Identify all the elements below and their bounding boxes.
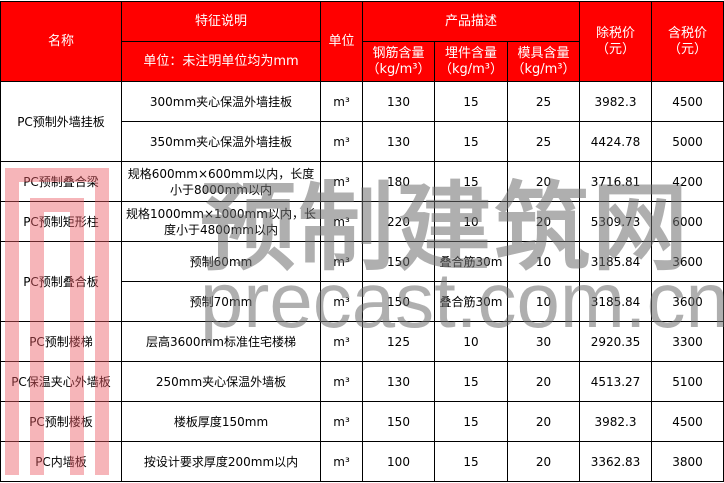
unit-cell: m³ xyxy=(320,161,363,202)
price-inc-cell: 3600 xyxy=(651,281,724,322)
embed-cell: 10 xyxy=(434,201,508,242)
steel-cell: 220 xyxy=(362,201,435,242)
mold-cell: 25 xyxy=(507,121,580,162)
price-inc-cell: 6000 xyxy=(651,201,724,242)
price-inc-cell: 5100 xyxy=(651,361,724,402)
table-row: PC预制外墙挂板 300mm夹心保温外墙挂板 m³ 130 15 25 3982.3 4500 xyxy=(0,81,724,162)
name-cell: PC预制楼梯 xyxy=(0,321,122,362)
embed-cell: 15 xyxy=(434,161,508,202)
price-inc-cell: 4500 xyxy=(651,81,724,122)
price-inc-cell: 3600 xyxy=(651,241,724,282)
price-inc-cell: 3300 xyxy=(651,321,724,362)
price-ex-cell: 3982.3 xyxy=(579,401,652,442)
spec-cell: 300mm夹心保温外墙挂板 xyxy=(121,81,321,122)
mold-cell: 20 xyxy=(507,441,580,482)
unit-cell: m³ xyxy=(320,81,363,122)
price-inc-cell: 4500 xyxy=(651,401,724,442)
steel-cell: 150 xyxy=(362,401,435,442)
header-price-ex: 除税价（元） xyxy=(579,1,652,82)
table-row: PC预制楼梯 层高3600mm标准住宅楼梯 m³ 125 10 30 2920.35 3300 xyxy=(0,321,724,362)
mold-cell: 20 xyxy=(507,161,580,202)
embed-cell: 15 xyxy=(434,401,508,442)
spec-cell: 楼板厚度150mm xyxy=(121,401,321,442)
spec-cell: 规格600mm×600mm以内，长度小于8000mm以内 xyxy=(121,161,321,202)
name-cell: PC预制矩形柱 xyxy=(0,201,122,242)
header-price-inc: 含税价（元） xyxy=(651,1,724,82)
price-ex-cell: 5309.73 xyxy=(579,201,652,242)
unit-cell: m³ xyxy=(320,281,363,322)
header-name: 名称 xyxy=(0,1,122,82)
table-row: PC预制楼板 楼板厚度150mm m³ 150 15 20 3982.3 4500 xyxy=(0,401,724,442)
mold-cell: 10 xyxy=(507,241,580,282)
header-steel: 钢筋含量（kg/m³） xyxy=(362,41,435,82)
unit-cell: m³ xyxy=(320,241,363,282)
name-cell: PC预制楼板 xyxy=(0,401,122,442)
header-embed: 埋件含量（kg/m³） xyxy=(434,41,508,82)
unit-cell: m³ xyxy=(320,401,363,442)
steel-cell: 125 xyxy=(362,321,435,362)
unit-cell: m³ xyxy=(320,121,363,162)
price-ex-cell: 3185.84 xyxy=(579,241,652,282)
spec-cell: 350mm夹心保温外墙挂板 xyxy=(121,121,321,162)
spec-cell: 层高3600mm标准住宅楼梯 xyxy=(121,321,321,362)
table-row: PC预制叠合板 预制60mm m³ 150 叠合筋30m 10 3185.84 3600 xyxy=(0,241,724,322)
name-cell: PC预制叠合板 xyxy=(0,241,122,322)
price-ex-cell: 3185.84 xyxy=(579,281,652,322)
name-cell: PC预制外墙挂板 xyxy=(0,81,122,162)
price-ex-cell: 3716.81 xyxy=(579,161,652,202)
mold-cell: 20 xyxy=(507,201,580,242)
steel-cell: 180 xyxy=(362,161,435,202)
price-inc-cell: 5000 xyxy=(651,121,724,162)
embed-cell: 10 xyxy=(434,321,508,362)
table-row: PC内墙板 按设计要求厚度200mm以内 m³ 100 15 20 3362.83 3800 xyxy=(0,441,724,482)
spec-cell: 规格1000mm×1000mm以内，长度小于4800mm以内 xyxy=(121,201,321,242)
steel-cell: 130 xyxy=(362,121,435,162)
mold-cell: 20 xyxy=(507,361,580,402)
steel-cell: 150 xyxy=(362,281,435,322)
price-ex-cell: 2920.35 xyxy=(579,321,652,362)
spec-cell: 预制60mm xyxy=(121,241,321,282)
price-ex-cell: 4424.78 xyxy=(579,121,652,162)
embed-cell: 15 xyxy=(434,81,508,122)
unit-cell: m³ xyxy=(320,321,363,362)
mold-cell: 25 xyxy=(507,81,580,122)
price-ex-cell: 4513.27 xyxy=(579,361,652,402)
table-row: PC保温夹心外墙板 250mm夹心保温外墙板 m³ 130 15 20 4513.27 510… xyxy=(0,361,724,402)
price-inc-cell: 3800 xyxy=(651,441,724,482)
mold-cell: 30 xyxy=(507,321,580,362)
spec-cell: 预制70mm xyxy=(121,281,321,322)
table-row: 预制70mm m³ 150 叠合筋30m 10 3185.84 3600 xyxy=(1,281,724,322)
unit-cell: m³ xyxy=(320,441,363,482)
embed-cell: 15 xyxy=(434,121,508,162)
steel-cell: 130 xyxy=(362,361,435,402)
header-product: 产品描述 xyxy=(362,1,580,42)
table-row: PC预制矩形柱 规格1000mm×1000mm以内，长度小于4800mm以内 m³ 2… xyxy=(0,201,724,242)
header-feature: 特征说明 xyxy=(121,1,321,42)
steel-cell: 150 xyxy=(362,241,435,282)
header-feature-sub: 单位：未注明单位均为mm xyxy=(121,41,321,82)
unit-cell: m³ xyxy=(320,201,363,242)
price-ex-cell: 3982.3 xyxy=(579,81,652,122)
embed-cell: 15 xyxy=(434,361,508,402)
name-cell: PC保温夹心外墙板 xyxy=(0,361,122,402)
embed-cell: 叠合筋30m xyxy=(434,241,508,282)
embed-cell: 15 xyxy=(434,441,508,482)
mold-cell: 20 xyxy=(507,401,580,442)
header-mold: 模具含量（kg/m³） xyxy=(507,41,580,82)
unit-cell: m³ xyxy=(320,361,363,402)
price-ex-cell: 3362.83 xyxy=(579,441,652,482)
name-cell: PC预制叠合梁 xyxy=(0,161,122,202)
steel-cell: 130 xyxy=(362,81,435,122)
table-row: PC预制叠合梁 规格600mm×600mm以内，长度小于8000mm以内 m³ 180… xyxy=(0,161,724,202)
name-cell: PC内墙板 xyxy=(0,441,122,482)
steel-cell: 100 xyxy=(362,441,435,482)
header-unit: 单位 xyxy=(320,1,363,82)
spec-cell: 按设计要求厚度200mm以内 xyxy=(121,441,321,482)
embed-cell: 叠合筋30m xyxy=(434,281,508,322)
mold-cell: 10 xyxy=(507,281,580,322)
price-inc-cell: 4200 xyxy=(651,161,724,202)
spec-cell: 250mm夹心保温外墙板 xyxy=(121,361,321,402)
